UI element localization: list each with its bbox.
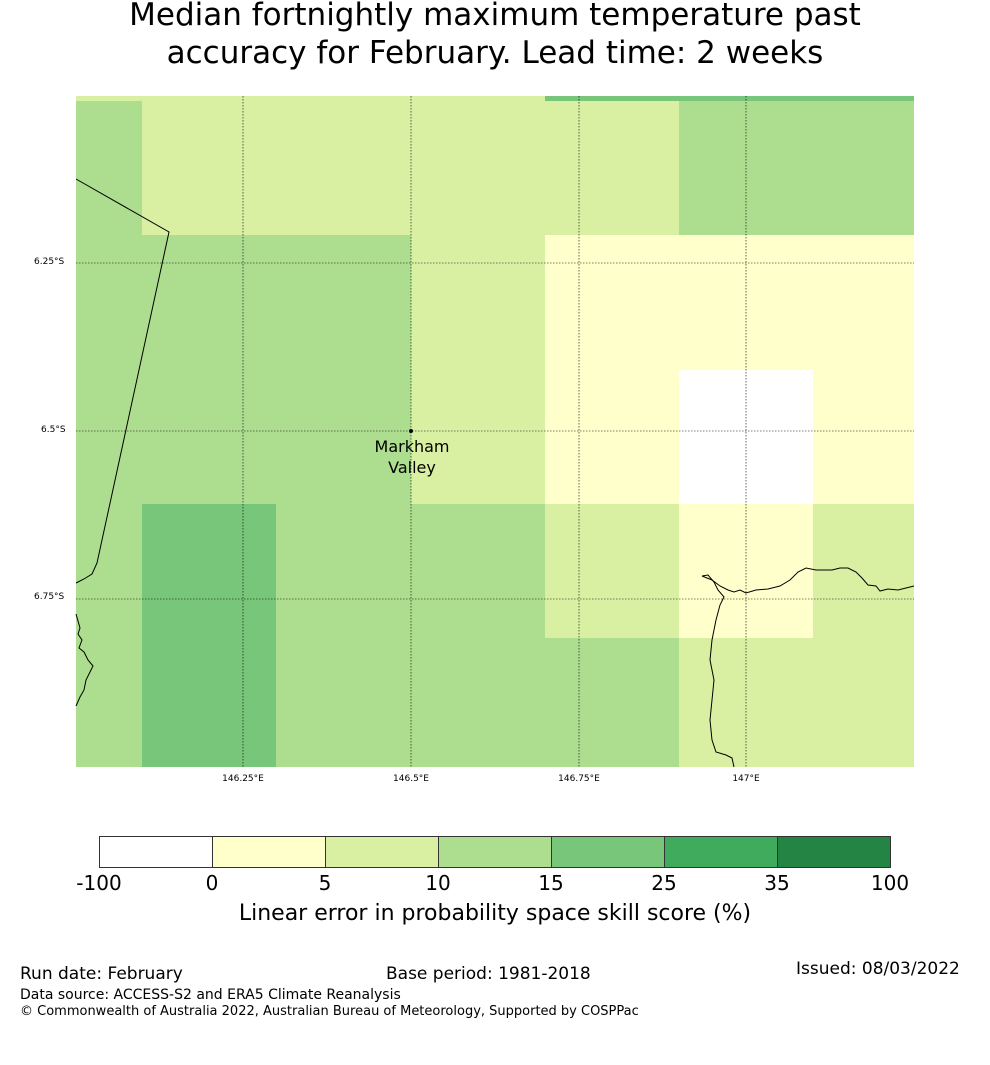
cell-far-east xyxy=(813,504,914,638)
colorbar-label: Linear error in probability space skill … xyxy=(238,901,752,926)
lon-label-146.75: 146.75°E xyxy=(558,774,600,784)
skill-map xyxy=(75,96,915,768)
colorbar-swatch-2 xyxy=(325,836,439,868)
lat-label-6.75: 6.75°S xyxy=(34,592,65,602)
cell-south-east xyxy=(679,638,914,767)
grid-cells xyxy=(76,96,914,767)
coastline-west xyxy=(75,613,94,707)
lat-label-6.5: 6.5°S xyxy=(41,425,66,435)
colorbar-tick-1: 0 xyxy=(205,871,219,895)
colorbar-swatch-1 xyxy=(212,836,326,868)
base-period: Base period: 1981-2018 xyxy=(386,964,591,984)
data-source: Data source: ACCESS-S2 and ERA5 Climate … xyxy=(20,987,401,1003)
copyright: © Commonwealth of Australia 2022, Austra… xyxy=(20,1004,639,1019)
markham-valley-marker xyxy=(409,429,413,433)
cell-n-centre xyxy=(411,101,679,235)
colorbar-swatch-4 xyxy=(551,836,665,868)
run-date: Run date: February xyxy=(20,964,183,984)
cell-top-strip-right xyxy=(545,96,914,101)
title-line-2: accuracy for February. Lead time: 2 week… xyxy=(166,35,824,71)
lat-label-6.25: 6.25°S xyxy=(34,257,65,267)
colorbar-swatch-3 xyxy=(438,836,552,868)
issued-date: Issued: 08/03/2022 xyxy=(796,959,960,979)
boundaries xyxy=(75,178,915,768)
colorbar-tick-5: 25 xyxy=(651,871,677,895)
colorbar-swatch-6 xyxy=(777,836,891,868)
lon-label-146.25: 146.25°E xyxy=(222,774,264,784)
colorbar-tick-2: 5 xyxy=(318,871,332,895)
cell-white xyxy=(679,370,813,504)
title-line-1: Median fortnightly maximum temperature p… xyxy=(129,0,861,33)
river-east xyxy=(701,574,735,768)
place-label-markham-valley: Markham Valley xyxy=(375,436,450,478)
chart-title: Median fortnightly maximum temperature p… xyxy=(0,0,990,72)
cell-top-strip-left xyxy=(76,96,545,101)
cell-sw-green xyxy=(142,504,276,767)
colorbar-tick-7: 100 xyxy=(870,871,910,895)
colorbar-swatch-0 xyxy=(99,836,213,868)
coastline-east xyxy=(701,567,915,594)
graticule xyxy=(76,96,914,767)
colorbar-swatch-5 xyxy=(664,836,778,868)
cell-se-light xyxy=(545,504,679,638)
lon-label-146.5: 146.5°E xyxy=(393,774,429,784)
cell-nw xyxy=(142,101,411,235)
colorbar-tick-3: 10 xyxy=(425,871,451,895)
colorbar-tick-0: -100 xyxy=(76,871,122,895)
province-boundary xyxy=(75,178,170,584)
place-name-line-1: Markham xyxy=(374,437,450,456)
place-name-line-2: Valley xyxy=(388,458,436,477)
lon-label-147: 147°E xyxy=(732,774,760,784)
cell-ne xyxy=(679,101,914,235)
colorbar-tick-4: 15 xyxy=(538,871,564,895)
colorbar-tick-6: 35 xyxy=(764,871,790,895)
cell-centre xyxy=(411,235,545,504)
